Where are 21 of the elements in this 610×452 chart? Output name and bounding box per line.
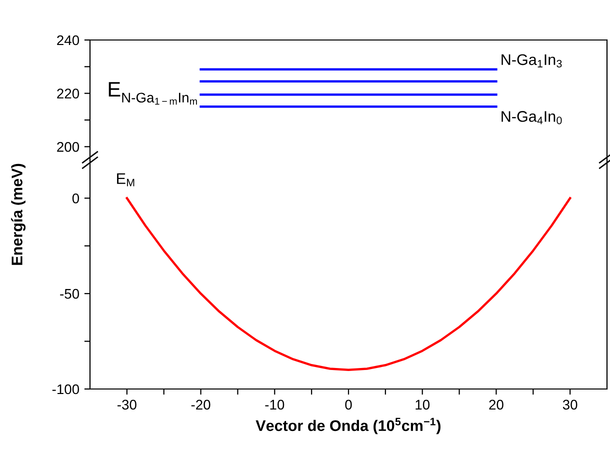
x-tick-label: 30	[562, 400, 578, 410]
x-tick-label: 20	[489, 400, 504, 410]
x-tick-label: 10	[416, 400, 430, 410]
y-tick-label: 200	[57, 142, 80, 152]
annotation: E$_{M}$	[117, 173, 134, 186]
y-tick-label: -100	[52, 384, 80, 394]
x-tick-label: -10	[265, 400, 284, 410]
x-tick-label: -30	[118, 400, 136, 410]
annotation: N-Ga$_{4}$In$_{0}$	[502, 111, 562, 124]
x-tick-label: -20	[191, 400, 210, 410]
y-tick-label: 240	[57, 35, 80, 46]
line-series	[126, 197, 572, 372]
annotation: N-Ga$_{1}$In$_{3}$	[502, 54, 562, 68]
y-tick-label: 0	[72, 194, 80, 204]
y-tick-label: -50	[60, 288, 80, 299]
annotation: E	[108, 82, 120, 96]
x-axis-title: Vector de Onda (10$^{5}$cm$^{−1}$)	[256, 418, 440, 434]
x-tick-label: 0	[345, 400, 352, 410]
y-tick-label: 220	[57, 88, 80, 99]
y-axis-title: Energía (meV)	[11, 164, 26, 265]
annotation: N-Ga$_{1−m}$In$_{m}$	[122, 92, 197, 105]
